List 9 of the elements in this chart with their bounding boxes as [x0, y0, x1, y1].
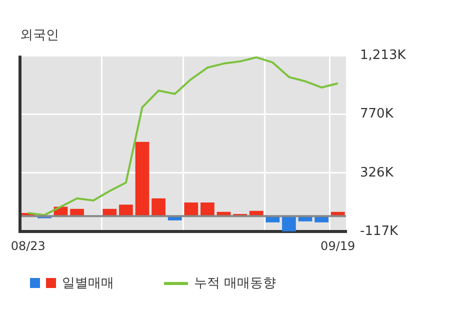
y-tick-label: -117K — [360, 224, 399, 239]
y-tick-label: 1,213K — [360, 48, 406, 63]
chart-title: 외국인 — [20, 28, 59, 44]
x-tick-label: 08/23 — [10, 238, 46, 253]
legend-label: 일별매매 — [62, 275, 114, 292]
x-tick-label: 09/19 — [320, 238, 356, 253]
y-tick-label: 770K — [360, 106, 394, 122]
legend-label: 누적 매매동향 — [194, 275, 276, 292]
y-tick-label: 326K — [360, 165, 394, 180]
